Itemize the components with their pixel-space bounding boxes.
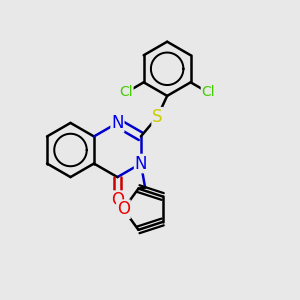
- Text: Cl: Cl: [201, 85, 215, 100]
- Text: Cl: Cl: [119, 85, 133, 100]
- Text: N: N: [111, 114, 124, 132]
- Text: O: O: [117, 200, 130, 218]
- Text: S: S: [152, 108, 163, 126]
- Text: N: N: [135, 154, 147, 172]
- Text: O: O: [111, 191, 124, 209]
